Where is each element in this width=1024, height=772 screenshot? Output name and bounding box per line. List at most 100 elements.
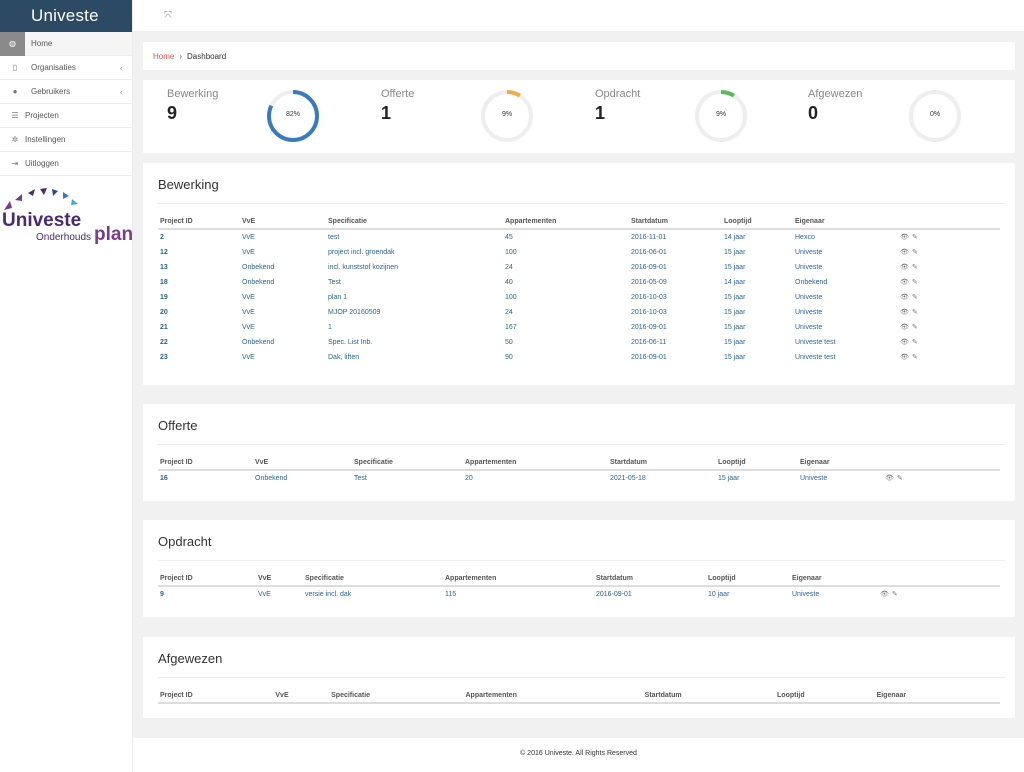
- table-row[interactable]: 16 Onbekend Test 20 2021-05-18 15 jaar Univest…: [158, 470, 1000, 486]
- brand-title[interactable]: Univeste: [0, 0, 132, 32]
- edit-icon[interactable]: ✎: [911, 294, 921, 301]
- table-cell[interactable]: 22: [160, 338, 168, 346]
- table-cell[interactable]: 20: [160, 308, 168, 316]
- logout-icon: ⇥: [11, 159, 19, 168]
- table-row[interactable]: 22 Onbekend Spec. List Inb. 50 2016-06-11 15 …: [158, 335, 1000, 350]
- sidebar-item-gebruikers[interactable]: ● Gebruikers ‹: [0, 80, 132, 104]
- edit-icon[interactable]: ✎: [911, 309, 921, 316]
- table-row[interactable]: 2 VvE test 45 2016-11-01 14 jaar Hexco 👁✎: [158, 229, 1000, 245]
- edit-icon[interactable]: ✎: [911, 249, 921, 256]
- breadcrumb-home-link[interactable]: Home: [153, 52, 175, 61]
- stat-afgewezen: Afgewezen 0: [808, 88, 862, 124]
- column-header-actions: [883, 455, 1000, 471]
- fullscreen-toggle-icon[interactable]: ⤧: [164, 10, 172, 21]
- section-divider: [158, 203, 1005, 204]
- table-cell[interactable]: 2: [160, 233, 164, 241]
- edit-icon[interactable]: ✎: [911, 354, 921, 361]
- column-header: Appartementen: [443, 571, 594, 587]
- table-cell[interactable]: 23: [160, 353, 168, 361]
- view-icon[interactable]: 👁: [900, 309, 912, 316]
- column-header: Eigenaar: [874, 688, 996, 704]
- table-row[interactable]: 21 VvE 1 167 2016-09-01 15 jaar Univeste 👁✎: [158, 320, 1000, 335]
- edit-icon[interactable]: ✎: [911, 339, 921, 346]
- table-cell: 90: [505, 353, 513, 361]
- section-opdracht: Opdracht Project ID VvE Specificatie Appart…: [143, 520, 1015, 617]
- table-cell: VvE: [242, 248, 255, 256]
- table-row[interactable]: 12 VvE project incl. groendak 100 2016-06-01…: [158, 245, 1000, 260]
- sidebar-item-label: Instellingen: [25, 135, 66, 144]
- column-header: Project ID: [158, 688, 274, 704]
- edit-icon[interactable]: ✎: [891, 591, 901, 598]
- row-actions: 👁✎: [898, 260, 1000, 275]
- table-cell: 15 jaar: [724, 293, 746, 301]
- projects-table: Project ID VvE Specificatie Appartementen St…: [158, 571, 1000, 602]
- table-cell: Univeste test: [795, 353, 836, 361]
- table-cell: 15 jaar: [724, 338, 746, 346]
- view-icon[interactable]: 👁: [900, 264, 912, 271]
- column-header: Appartementen: [503, 214, 629, 230]
- view-icon[interactable]: 👁: [900, 249, 912, 256]
- table-row[interactable]: 19 VvE plan 1 100 2016-10-03 15 jaar Univeste 👁…: [158, 290, 1000, 305]
- section-afgewezen: Afgewezen Project ID VvE Specificatie Appar…: [143, 637, 1015, 718]
- univeste-logo: Univeste Onderhouds plan: [0, 186, 133, 248]
- view-icon[interactable]: 👁: [900, 279, 912, 286]
- column-header: Startdatum: [642, 688, 776, 704]
- view-icon[interactable]: 👁: [880, 591, 892, 598]
- table-row[interactable]: 20 VvE MJOP 20160509 24 2016-10-03 15 jaar Uni…: [158, 305, 1000, 320]
- table-cell[interactable]: 21: [160, 323, 168, 331]
- users-icon: ●: [12, 87, 18, 96]
- sidebar-item-organisaties[interactable]: ▯ Organisaties ‹: [0, 56, 132, 80]
- table-row[interactable]: 13 Onbekend incl. kunststof kozijnen 24 2016…: [158, 260, 1000, 275]
- main-area: ⤧ Home › Dashboard Bewerking 9 82% Offerte…: [133, 0, 1024, 772]
- column-header: VvE: [240, 214, 326, 230]
- sidebar-item-projecten[interactable]: ☰ Projecten: [0, 104, 132, 128]
- donut-afgewezen: 0%: [907, 88, 963, 144]
- stat-offerte: Offerte 1: [381, 88, 414, 124]
- table-row[interactable]: 9 VvE versie incl. dak 115 2016-09-01 10 jaar…: [158, 586, 1000, 602]
- table-cell[interactable]: 12: [160, 248, 168, 256]
- column-header: Startdatum: [629, 214, 722, 230]
- view-icon[interactable]: 👁: [900, 354, 912, 361]
- view-icon[interactable]: 👁: [900, 234, 912, 241]
- edit-icon[interactable]: ✎: [911, 279, 921, 286]
- sidebar: Univeste ◍ Home ▯ Organisaties ‹ ● Gebru…: [0, 0, 133, 772]
- table-cell: 15 jaar: [718, 474, 740, 482]
- edit-icon[interactable]: ✎: [911, 264, 921, 271]
- table-cell[interactable]: 18: [160, 278, 168, 286]
- stat-value: 1: [381, 103, 392, 123]
- table-row[interactable]: 23 VvE Dak, liften 90 2016-09-01 15 jaar Unive…: [158, 350, 1000, 365]
- edit-icon[interactable]: ✎: [911, 234, 921, 241]
- view-icon[interactable]: 👁: [900, 324, 912, 331]
- sidebar-item-instellingen[interactable]: ✲ Instellingen: [0, 128, 132, 152]
- table-cell: MJOP 20160509: [328, 308, 381, 316]
- table-cell: 50: [505, 338, 513, 346]
- table-cell[interactable]: 9: [160, 590, 164, 598]
- table-cell: Univeste: [795, 248, 823, 256]
- table-cell[interactable]: 19: [160, 293, 168, 301]
- table-cell: versie incl. dak: [305, 590, 352, 598]
- table-cell: VvE: [242, 353, 255, 361]
- edit-icon[interactable]: ✎: [896, 475, 906, 482]
- table-row[interactable]: 18 Onbekend Test 40 2016-05-09 14 jaar Onbeken…: [158, 275, 1000, 290]
- row-actions: 👁✎: [898, 290, 1000, 305]
- table-cell: Onbekend: [242, 263, 275, 271]
- table-cell: 2016-11-01: [631, 233, 667, 241]
- table-cell: 24: [505, 308, 513, 316]
- donut-track: [909, 90, 961, 142]
- view-icon[interactable]: 👁: [900, 339, 912, 346]
- section-title: Bewerking: [158, 177, 219, 192]
- table-cell[interactable]: 13: [160, 263, 168, 271]
- donut-chart: [695, 90, 747, 142]
- table-cell[interactable]: 16: [160, 474, 168, 482]
- sidebar-item-uitloggen[interactable]: ⇥ Uitloggen: [0, 152, 132, 176]
- view-icon[interactable]: 👁: [900, 294, 912, 301]
- sidebar-item-home[interactable]: ◍ Home: [0, 31, 132, 56]
- table-cell: 100: [505, 293, 517, 301]
- section-bewerking: Bewerking Project ID VvE Specificatie Appar…: [143, 163, 1015, 385]
- row-actions: 👁✎: [898, 305, 1000, 320]
- donut-fill: [481, 90, 533, 142]
- edit-icon[interactable]: ✎: [911, 324, 921, 331]
- column-header: VvE: [253, 455, 352, 471]
- column-header-actions: [878, 571, 1000, 587]
- view-icon[interactable]: 👁: [885, 475, 897, 482]
